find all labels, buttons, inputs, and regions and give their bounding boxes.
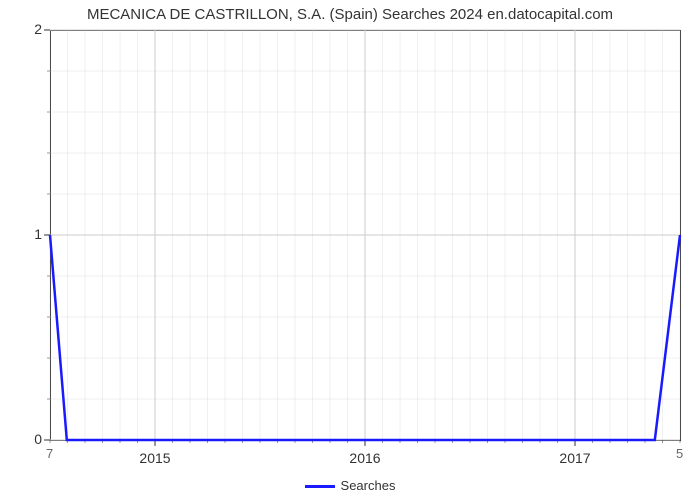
x-tick-label: 2015 xyxy=(139,450,170,466)
chart-title: MECANICA DE CASTRILLON, S.A. (Spain) Sea… xyxy=(0,6,700,23)
legend-label: Searches xyxy=(341,478,396,493)
x-tick-label: 2017 xyxy=(559,450,590,466)
legend: Searches xyxy=(0,478,700,493)
corner-label-bottom-left: 7 xyxy=(46,446,53,461)
x-tick-label: 2016 xyxy=(349,450,380,466)
searches-chart: MECANICA DE CASTRILLON, S.A. (Spain) Sea… xyxy=(0,0,700,500)
plot-svg xyxy=(50,30,680,448)
legend-line xyxy=(305,485,335,488)
y-tick-label: 0 xyxy=(12,431,42,447)
y-tick-label: 2 xyxy=(12,21,42,37)
corner-label-bottom-right: 5 xyxy=(676,446,683,461)
y-tick-label: 1 xyxy=(12,226,42,242)
